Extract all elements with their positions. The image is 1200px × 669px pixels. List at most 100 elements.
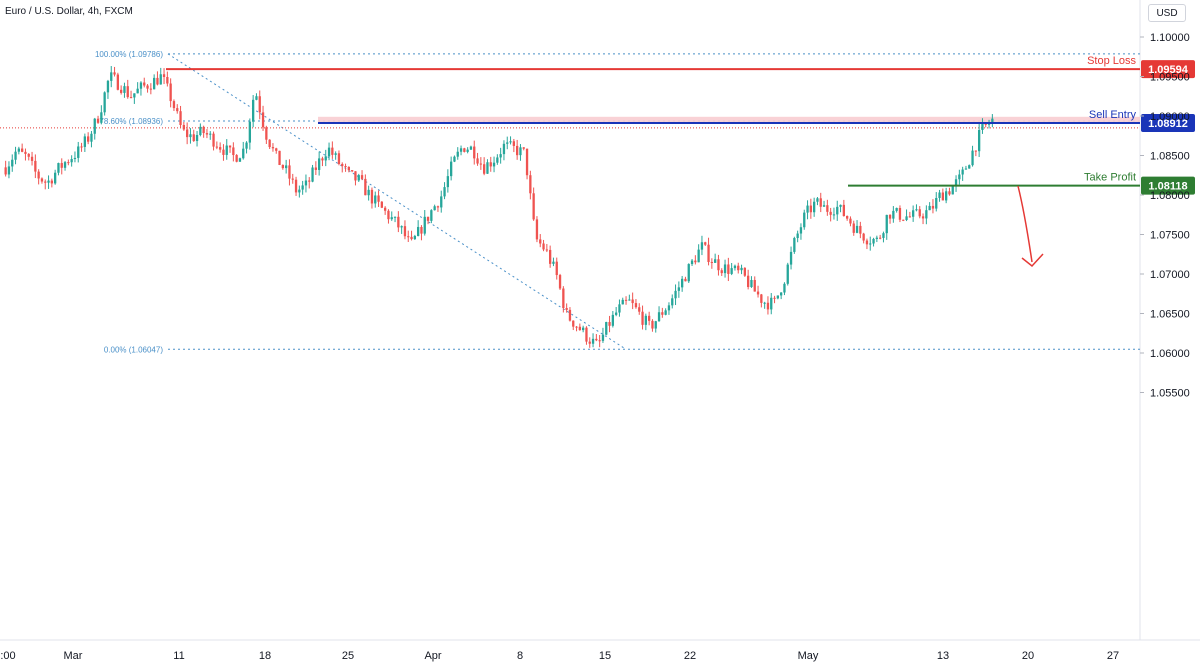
candle-body <box>591 338 595 344</box>
candle-body <box>440 196 443 208</box>
candle-body <box>944 191 948 201</box>
time-tick-label: Apr <box>424 650 441 662</box>
price-tick-label: 1.08500 <box>1150 151 1190 163</box>
candle-body <box>783 283 786 293</box>
candle-body <box>661 312 664 315</box>
candle-body <box>542 243 545 250</box>
candle-body <box>44 181 47 183</box>
price-tick-label: 1.07000 <box>1150 269 1190 281</box>
candle-body <box>746 275 750 288</box>
candle-body <box>875 237 879 239</box>
candle-body <box>304 180 308 186</box>
candle-body <box>657 312 661 322</box>
take-profit-label: Take Profit <box>1084 172 1136 184</box>
candle-body <box>17 148 21 152</box>
candle-body <box>446 176 450 188</box>
candle-body <box>568 309 572 321</box>
candle-body <box>57 163 60 173</box>
sell-entry-price: 1.08912 <box>1148 118 1188 130</box>
candle-body <box>218 147 222 150</box>
candle-body <box>839 204 842 207</box>
candle-body <box>324 156 327 161</box>
candle-body <box>684 278 687 282</box>
candle-body <box>443 187 446 197</box>
price-tick-label: 1.09000 <box>1150 111 1190 123</box>
candle-body <box>67 162 70 164</box>
candle-body <box>162 74 166 77</box>
candle-body <box>826 205 829 212</box>
candle-body <box>737 265 740 271</box>
candle-body <box>30 156 34 161</box>
candle-body <box>548 249 552 264</box>
candle-body <box>331 147 334 155</box>
trade-levels[interactable]: Stop Loss 1.09594 Sell Entry 1.08912 Take Pr… <box>166 55 1195 195</box>
candle-body <box>390 217 393 220</box>
candle-body <box>251 99 255 122</box>
candle-body <box>63 162 67 168</box>
candle-body <box>700 242 704 250</box>
candle-body <box>552 261 555 264</box>
candle-body <box>482 164 486 174</box>
candle-body <box>509 141 512 143</box>
candle-body <box>294 179 298 193</box>
candle-body <box>100 112 103 123</box>
candle-body <box>935 197 938 209</box>
candle-body <box>103 92 106 113</box>
candle-body <box>354 171 357 181</box>
candle-body <box>24 151 27 154</box>
candle-body <box>291 178 294 180</box>
candle-body <box>413 235 417 240</box>
candle-body <box>977 129 981 152</box>
candle-body <box>958 174 961 180</box>
candle-body <box>86 136 90 142</box>
candle-body <box>11 159 14 167</box>
currency-button[interactable]: USD <box>1148 4 1186 22</box>
candle-body <box>750 279 753 288</box>
candle-body <box>832 214 836 216</box>
sell-entry-label: Sell Entry <box>1089 109 1137 121</box>
candle-body <box>456 151 459 157</box>
sell-entry-price-badge <box>1141 113 1195 132</box>
candle-body <box>770 297 773 310</box>
candle-body <box>149 88 153 90</box>
candle-body <box>245 142 248 149</box>
price-tick-label: 1.10000 <box>1150 32 1190 44</box>
candle-body <box>921 216 925 219</box>
candle-body <box>585 327 588 342</box>
candle-body <box>37 171 40 179</box>
candle-body <box>720 270 723 274</box>
candle-body <box>941 192 945 201</box>
candle-body <box>733 265 737 269</box>
candle-body <box>265 127 268 140</box>
candle-body <box>459 148 463 152</box>
stop-loss-price-badge <box>1141 60 1195 79</box>
candle-body <box>172 101 176 109</box>
candle-body <box>449 161 453 177</box>
candle-body <box>743 267 747 276</box>
candle-body <box>605 322 608 335</box>
candle-body <box>575 326 578 328</box>
candle-body <box>258 96 261 113</box>
candle-body <box>763 302 766 304</box>
candle-body <box>717 259 720 271</box>
candle-body <box>522 147 525 149</box>
candle-body <box>261 112 265 128</box>
candle-body <box>288 165 291 179</box>
candle-body <box>466 149 469 152</box>
stop-loss-price: 1.09594 <box>1148 64 1189 76</box>
candle-body <box>387 210 390 220</box>
candle-body <box>539 239 542 244</box>
candle-body <box>40 178 44 182</box>
candle-body <box>634 303 638 308</box>
candle-body <box>789 251 793 265</box>
candle-body <box>984 123 987 125</box>
candle-body <box>255 96 258 100</box>
candle-body <box>713 259 717 263</box>
candle-body <box>581 327 585 331</box>
candle-body <box>311 167 314 182</box>
candle-body <box>638 307 641 312</box>
candle-body <box>284 165 288 169</box>
candle-body <box>710 261 714 263</box>
